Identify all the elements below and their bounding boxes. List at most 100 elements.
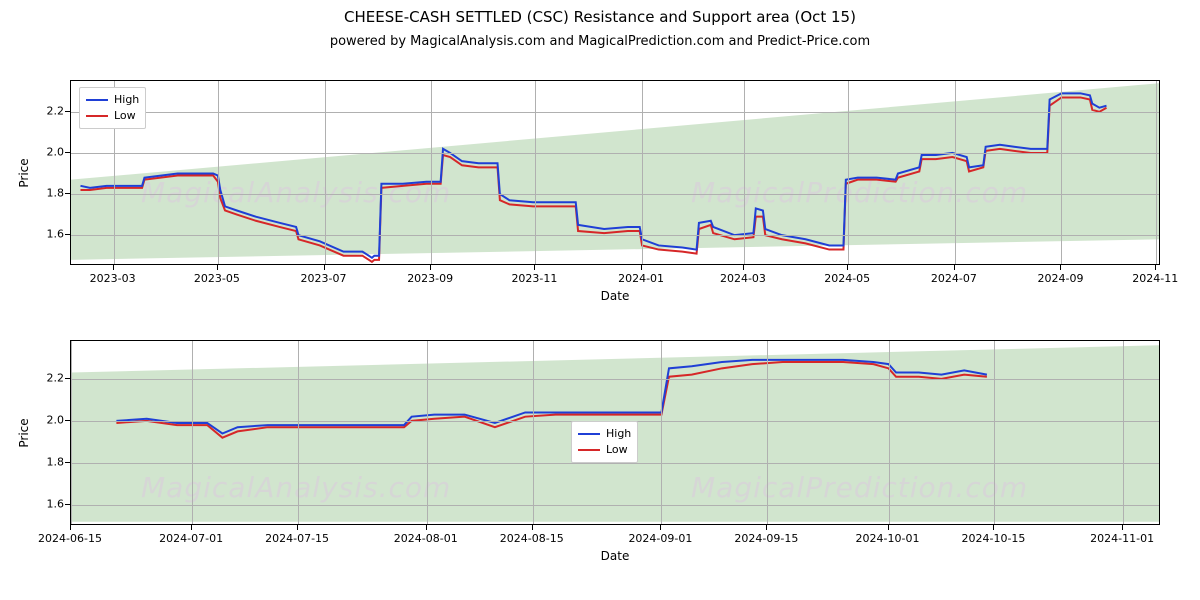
grid-line (192, 341, 193, 524)
tick-x (113, 265, 114, 270)
tick-label-x: 2024-09 (1037, 272, 1083, 285)
tick-x (660, 525, 661, 530)
tick-x (217, 265, 218, 270)
chart-top-axes: MagicalAnalysis.com MagicalPrediction.co… (70, 80, 1160, 265)
tick-y (65, 462, 70, 463)
chart-bottom-legend: High Low (571, 421, 638, 463)
grid-line (71, 379, 1159, 380)
grid-line (71, 153, 1159, 154)
tick-label-y: 2.2 (38, 104, 64, 117)
tick-label-x: 2024-08-01 (394, 532, 458, 545)
grid-line (744, 81, 745, 264)
grid-line (848, 81, 849, 264)
tick-label-x: 2024-07-01 (159, 532, 223, 545)
tick-label-x: 2023-07 (301, 272, 347, 285)
tick-x (532, 525, 533, 530)
grid-line (767, 341, 768, 524)
tick-x (743, 265, 744, 270)
chart-bottom-axes: MagicalAnalysis.com MagicalPrediction.co… (70, 340, 1160, 525)
tick-label-x: 2024-07-15 (265, 532, 329, 545)
tick-x (993, 525, 994, 530)
legend-row-low: Low (86, 108, 139, 124)
grid-line (431, 81, 432, 264)
tick-label-x: 2024-09-15 (734, 532, 798, 545)
tick-x (534, 265, 535, 270)
grid-line (533, 341, 534, 524)
tick-label-x: 2024-05 (824, 272, 870, 285)
grid-line (535, 81, 536, 264)
tick-y (65, 111, 70, 112)
tick-label-x: 2024-10-15 (962, 532, 1026, 545)
grid-line (994, 341, 995, 524)
legend-label-high: High (606, 426, 631, 442)
tick-label-y: 2.2 (38, 371, 64, 384)
legend-swatch-high (86, 99, 108, 101)
grid-line (325, 81, 326, 264)
tick-label-x: 2023-05 (194, 272, 240, 285)
tick-x (430, 265, 431, 270)
tick-y (65, 504, 70, 505)
grid-line (1156, 81, 1157, 264)
tick-y (65, 420, 70, 421)
tick-x (641, 265, 642, 270)
tick-label-x: 2024-03 (720, 272, 766, 285)
tick-label-x: 2024-09-01 (628, 532, 692, 545)
grid-line (955, 81, 956, 264)
grid-line (298, 341, 299, 524)
tick-label-x: 2023-11 (511, 272, 557, 285)
grid-line (71, 194, 1159, 195)
tick-label-x: 2024-10-01 (856, 532, 920, 545)
legend-row-low: Low (578, 442, 631, 458)
grid-line (661, 341, 662, 524)
chart-top-legend: High Low (79, 87, 146, 129)
tick-label-y: 2.0 (38, 413, 64, 426)
chart-bottom-xlabel: Date (601, 549, 630, 563)
tick-y (65, 193, 70, 194)
tick-x (1155, 265, 1156, 270)
grid-line (1061, 81, 1062, 264)
legend-label-high: High (114, 92, 139, 108)
tick-label-x: 2023-03 (90, 272, 136, 285)
legend-row-high: High (86, 92, 139, 108)
tick-label-x: 2024-11 (1132, 272, 1178, 285)
tick-label-y: 1.6 (38, 228, 64, 241)
tick-y (65, 378, 70, 379)
chart-top-lines (71, 81, 1159, 264)
grid-line (218, 81, 219, 264)
grid-line (71, 463, 1159, 464)
grid-line (427, 341, 428, 524)
tick-x (954, 265, 955, 270)
legend-label-low: Low (606, 442, 628, 458)
chart-top-xlabel: Date (601, 289, 630, 303)
chart-top-ylabel: Price (17, 158, 31, 187)
tick-label-x: 2024-06-15 (38, 532, 102, 545)
tick-label-y: 1.8 (38, 187, 64, 200)
chart-top-plot-layer: MagicalAnalysis.com MagicalPrediction.co… (71, 81, 1159, 264)
legend-swatch-high (578, 433, 600, 435)
legend-row-high: High (578, 426, 631, 442)
chart-title: CHEESE-CASH SETTLED (CSC) Resistance and… (0, 8, 1200, 26)
tick-label-x: 2024-08-15 (500, 532, 564, 545)
tick-x (324, 265, 325, 270)
legend-label-low: Low (114, 108, 136, 124)
grid-line (71, 505, 1159, 506)
tick-x (1060, 265, 1061, 270)
tick-x (191, 525, 192, 530)
grid-line (1123, 341, 1124, 524)
grid-line (71, 112, 1159, 113)
tick-label-y: 1.6 (38, 497, 64, 510)
tick-label-y: 2.0 (38, 145, 64, 158)
tick-label-x: 2024-11-01 (1090, 532, 1154, 545)
figure: CHEESE-CASH SETTLED (CSC) Resistance and… (0, 0, 1200, 600)
chart-subtitle: powered by MagicalAnalysis.com and Magic… (0, 34, 1200, 49)
tick-label-x: 2024-01 (618, 272, 664, 285)
grid-line (71, 235, 1159, 236)
legend-swatch-low (578, 449, 600, 451)
grid-line (71, 341, 72, 524)
tick-label-x: 2023-09 (407, 272, 453, 285)
grid-line (642, 81, 643, 264)
tick-x (426, 525, 427, 530)
tick-x (297, 525, 298, 530)
chart-bottom-ylabel: Price (17, 418, 31, 447)
tick-y (65, 152, 70, 153)
